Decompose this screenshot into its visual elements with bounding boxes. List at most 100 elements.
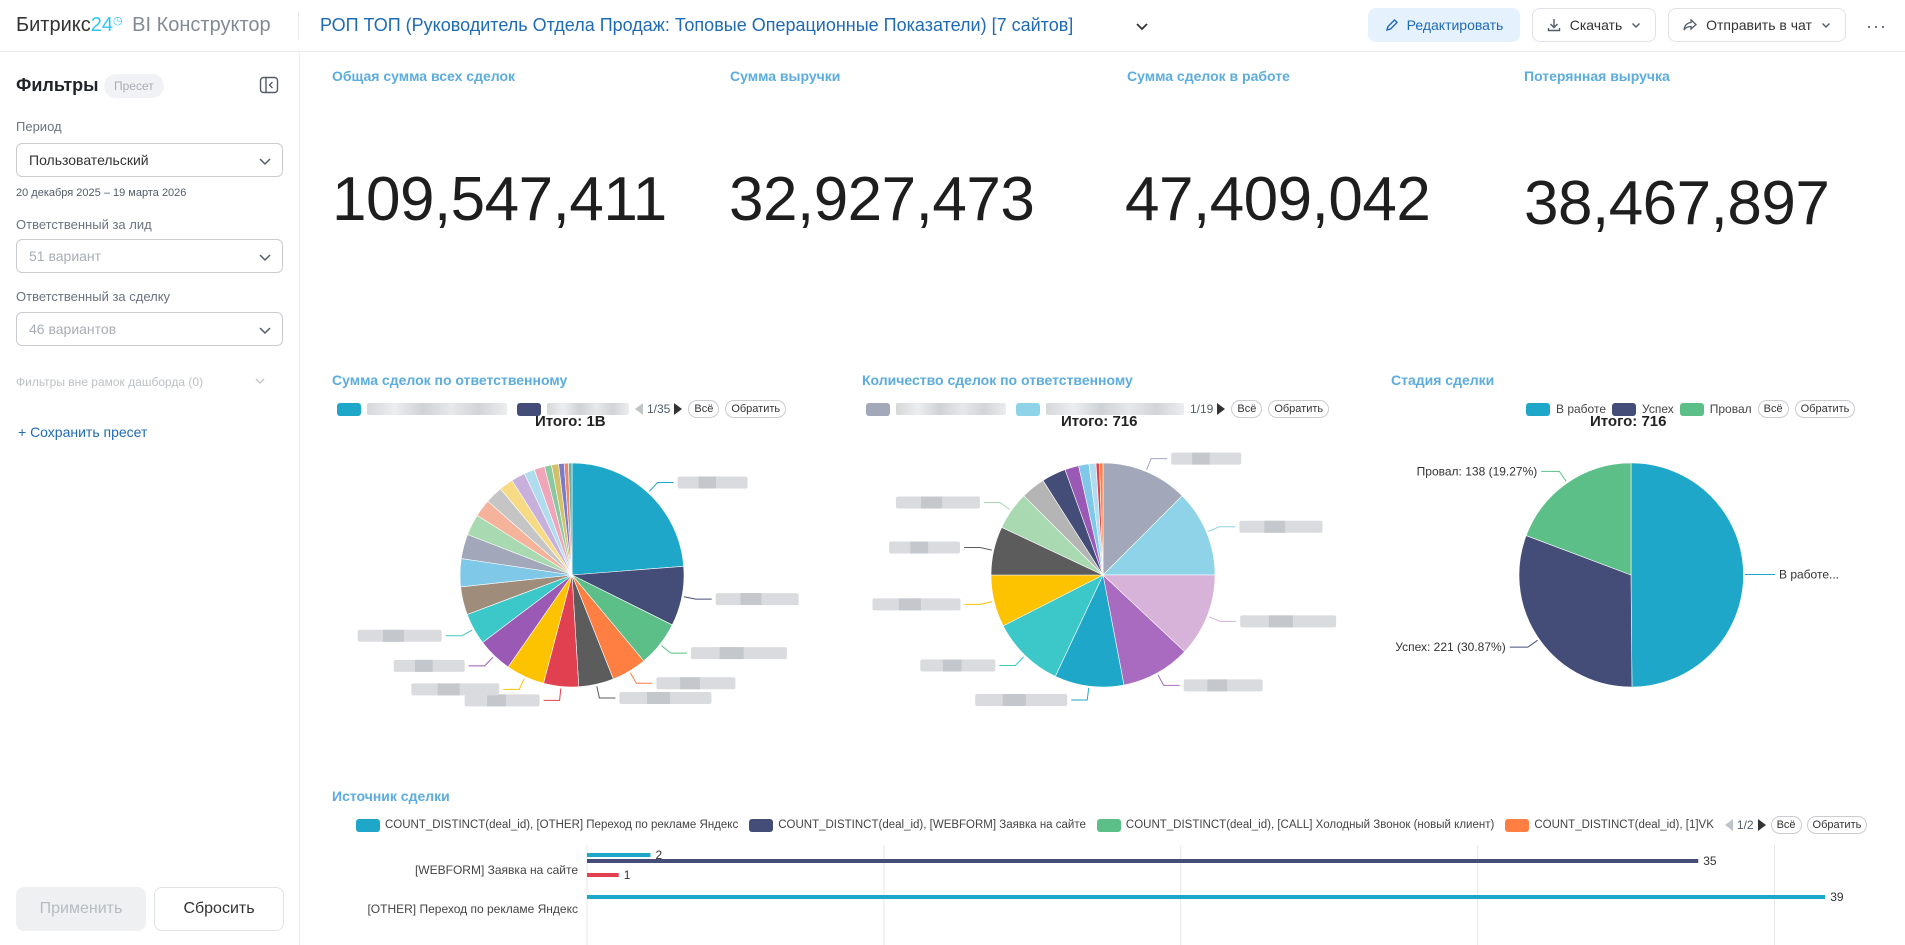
kpi-value-lost-revenue: 38,467,897 (1524, 169, 1830, 238)
pie-slice-label-hidden (698, 476, 717, 489)
pie-slice[interactable] (1102, 495, 1216, 576)
pie-slice[interactable] (571, 462, 684, 576)
legend-swatch[interactable] (749, 818, 774, 832)
legend-swatch[interactable] (1096, 818, 1121, 832)
pie-slice-label-hidden (646, 691, 670, 704)
lead-owner-value: 51 вариант (29, 248, 102, 264)
legend-label-hidden[interactable] (1046, 403, 1184, 415)
legend-all-button[interactable]: Всё (688, 400, 720, 418)
save-preset-link[interactable]: + Сохранить пресет (18, 424, 148, 440)
legend-label[interactable]: COUNT_DISTINCT(deal_id), [CALL] Холодный… (1125, 819, 1495, 831)
pie-label-leader (1509, 639, 1538, 648)
legend-pager: 1/35 (635, 402, 683, 416)
next-page-icon[interactable] (1757, 819, 1766, 831)
pie-label-leader (683, 596, 712, 600)
legend-all-button[interactable]: Всё (1770, 816, 1802, 834)
reset-button[interactable]: Сбросить (154, 887, 284, 931)
more-menu-icon[interactable]: ··· (1866, 16, 1887, 36)
top-bar: Битрикс24◷ BI Конструктор РОП ТОП (Руков… (0, 0, 1905, 52)
collapse-sidebar-icon[interactable] (259, 76, 279, 94)
legend-label-in-progress[interactable]: В работе (1556, 402, 1607, 416)
pie-slice-label-hidden (942, 659, 962, 672)
bar-category-label: [WEBFORM] Заявка на сайте (414, 863, 578, 877)
logo[interactable]: Битрикс24◷ BI Конструктор (16, 14, 271, 37)
download-button[interactable]: Скачать (1532, 8, 1656, 42)
legend-label-hidden[interactable] (547, 403, 629, 415)
legend-swatch[interactable] (1612, 402, 1637, 416)
chart-total: Итого: 716 (1590, 413, 1667, 430)
pie-slice[interactable] (568, 462, 573, 576)
deal-owner-value: 46 вариантов (29, 321, 117, 337)
legend-all-button[interactable]: Всё (1231, 400, 1263, 418)
pie-slice[interactable] (1099, 462, 1104, 576)
share-icon (1683, 18, 1698, 31)
next-page-icon[interactable] (674, 403, 683, 415)
pie-slice[interactable] (1002, 574, 1104, 677)
legend-swatch[interactable] (1526, 402, 1550, 416)
legend-swatch[interactable] (517, 402, 541, 416)
bar-value-label: 1 (624, 868, 631, 882)
chart-title-deal-source: Источник сделки (332, 788, 450, 804)
pie-label-leader (445, 629, 473, 637)
send-to-chat-button[interactable]: Отправить в чат (1668, 8, 1846, 42)
legend-swatch[interactable] (356, 818, 380, 832)
bar[interactable] (587, 873, 619, 877)
legend-label-hidden[interactable] (896, 403, 1006, 415)
legend-invert-button[interactable]: Обратить (1268, 400, 1330, 418)
bar[interactable] (587, 853, 651, 857)
legend-label[interactable]: COUNT_DISTINCT(deal_id), [WEBFORM] Заявк… (778, 819, 1086, 831)
legend-swatch[interactable] (1016, 402, 1040, 416)
legend-swatch[interactable] (1505, 818, 1530, 832)
legend-swatch[interactable] (866, 402, 890, 416)
legend-sum-by-owner: 1/35 Всё Обратить (337, 399, 787, 419)
chevron-down-icon[interactable] (254, 375, 266, 387)
pie-slice[interactable] (1525, 462, 1632, 576)
bar-value-label: 2 (656, 848, 663, 862)
chevron-down-icon (1632, 23, 1641, 28)
chart-total: Итого: 1B (535, 413, 606, 430)
pie-slice[interactable] (1630, 462, 1744, 688)
pencil-icon (1385, 19, 1398, 32)
dashboard-title[interactable]: РОП ТОП (Руководитель Отдела Продаж: Топ… (320, 15, 1074, 35)
chevron-down-icon[interactable] (1134, 18, 1150, 34)
chart-title-count-by-owner: Количество сделок по ответственному (862, 372, 1133, 388)
kpi-value-total-deals: 109,547,411 (332, 165, 667, 234)
prev-page-icon[interactable] (1724, 819, 1733, 831)
bar-value-label: 39 (1830, 890, 1844, 904)
chevron-down-icon (259, 327, 271, 335)
pie-label-leader (661, 645, 687, 654)
pie-slice[interactable] (1518, 535, 1633, 688)
legend-label-success[interactable]: Успех (1642, 402, 1674, 416)
pie-label-leader (983, 502, 1011, 510)
legend-label[interactable]: COUNT_DISTINCT(deal_id), [OTHER] Переход… (385, 819, 739, 831)
bar[interactable] (587, 859, 1699, 863)
lead-owner-label: Ответственный за лид (16, 217, 152, 232)
deal-owner-select[interactable]: 46 вариантов (16, 312, 283, 346)
bar[interactable] (587, 895, 1826, 899)
legend-swatch[interactable] (337, 402, 361, 416)
apply-button[interactable]: Применить (16, 887, 146, 931)
prev-page-icon[interactable] (635, 403, 643, 415)
kpi-value-revenue: 32,927,473 (729, 165, 1035, 234)
legend-swatch[interactable] (1679, 402, 1704, 416)
pie-label-leader (649, 482, 674, 492)
pie-slice[interactable] (1102, 574, 1216, 653)
legend-invert-button[interactable]: Обратить (725, 400, 787, 418)
legend-all-button[interactable]: Всё (1757, 400, 1789, 418)
preset-badge[interactable]: Пресет (104, 74, 164, 98)
legend-label-fail[interactable]: Провал (1709, 402, 1752, 416)
outside-filters-toggle[interactable]: Фильтры вне рамок дашборда (0) (16, 375, 204, 389)
legend-invert-button[interactable]: Обратить (1806, 816, 1868, 834)
pie-label-leader (503, 678, 525, 690)
period-select[interactable]: Пользовательский (16, 143, 283, 177)
lead-owner-select[interactable]: 51 вариант (16, 239, 283, 273)
next-page-icon[interactable] (1217, 403, 1226, 415)
chart-total: Итого: 716 (1061, 413, 1138, 430)
legend-invert-button[interactable]: Обратить (1794, 400, 1856, 418)
pie-label-leader (543, 688, 562, 701)
pie-slice-label-hidden (719, 647, 744, 660)
legend-label[interactable]: COUNT_DISTINCT(deal_id), [1]VK (1534, 819, 1714, 831)
pie-slice[interactable] (1102, 462, 1183, 576)
edit-button[interactable]: Редактировать (1368, 8, 1520, 42)
legend-label-hidden[interactable] (367, 403, 507, 415)
